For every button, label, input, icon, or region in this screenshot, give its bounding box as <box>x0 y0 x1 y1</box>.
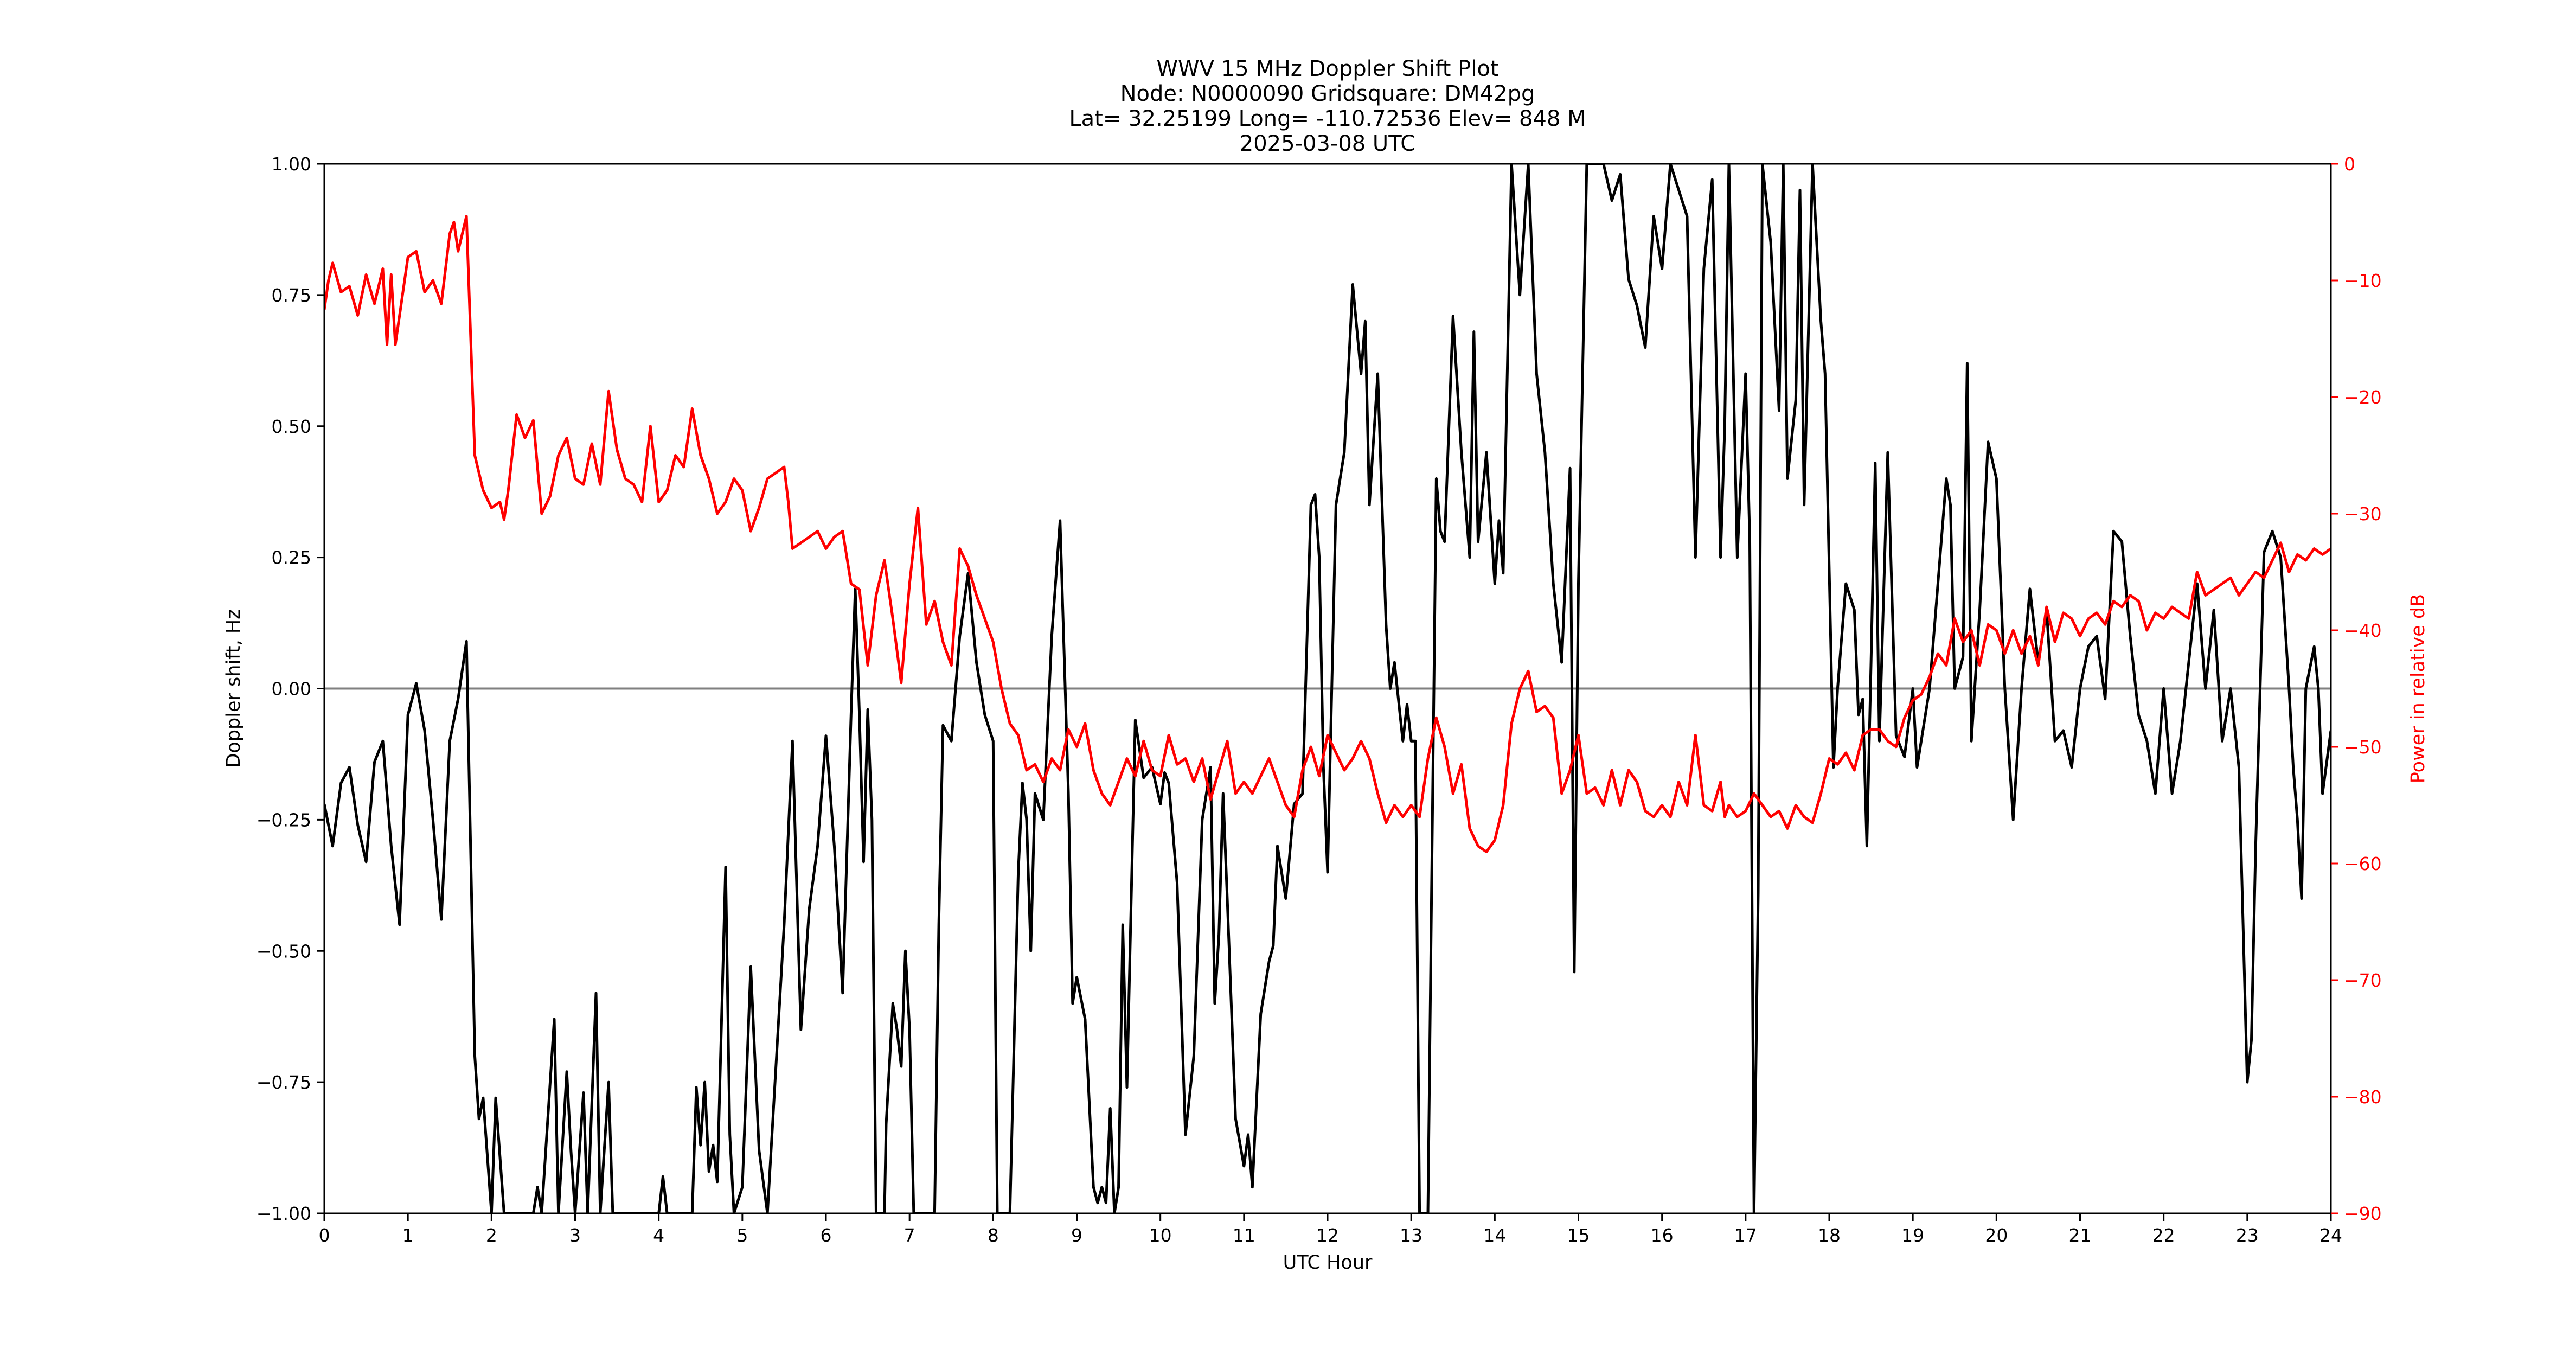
x-tick-label: 22 <box>2152 1225 2175 1246</box>
x-tick-label: 23 <box>2236 1225 2259 1246</box>
x-tick-label: 9 <box>1071 1225 1082 1246</box>
y-left-tick-label: −0.75 <box>257 1072 311 1093</box>
y-axis-left-label: Doppler shift, Hz <box>223 609 245 767</box>
x-tick-label: 11 <box>1233 1225 1255 1246</box>
x-axis-ticks: 0 1 2 3 4 5 6 7 8 9 10 11 12 13 14 15 16 17 18 19 20 21 22 23 24 <box>319 1213 2342 1246</box>
y-left-tick-label: 0.75 <box>272 285 311 306</box>
x-tick-label: 14 <box>1483 1225 1506 1246</box>
y-left-tick-label: −0.50 <box>257 941 311 962</box>
y-axis-right-label: Power in relative dB <box>2407 594 2429 783</box>
title-line-1: Node: N0000090 Gridsquare: DM42pg <box>1120 81 1535 106</box>
y-left-tick-label: 1.00 <box>272 153 311 175</box>
y-right-tick-label: −60 <box>2344 853 2382 874</box>
x-tick-label: 6 <box>821 1225 832 1246</box>
title-line-3: 2025-03-08 UTC <box>1240 131 1415 156</box>
x-tick-label: 15 <box>1567 1225 1590 1246</box>
title-line-2: Lat= 32.25199 Long= -110.72536 Elev= 848… <box>1069 106 1586 131</box>
x-tick-label: 20 <box>1985 1225 2008 1246</box>
y-left-tick-label: 0.50 <box>272 416 311 437</box>
y-axis-right-ticks: 0 −10 −20 −30 −40 −50 −60 −70 −80 −90 <box>2331 153 2382 1224</box>
y-right-tick-label: −50 <box>2344 737 2382 758</box>
x-tick-label: 13 <box>1400 1225 1422 1246</box>
x-tick-label: 5 <box>736 1225 748 1246</box>
y-left-tick-label: −1.00 <box>257 1203 311 1224</box>
y-right-tick-label: −30 <box>2344 503 2382 525</box>
x-tick-label: 12 <box>1316 1225 1339 1246</box>
y-right-tick-label: −10 <box>2344 270 2382 291</box>
x-tick-label: 16 <box>1651 1225 1674 1246</box>
x-tick-label: 18 <box>1818 1225 1841 1246</box>
x-tick-label: 17 <box>1734 1225 1757 1246</box>
x-tick-label: 24 <box>2319 1225 2342 1246</box>
x-tick-label: 2 <box>486 1225 497 1246</box>
x-tick-label: 3 <box>569 1225 581 1246</box>
x-tick-label: 0 <box>319 1225 330 1246</box>
y-right-tick-label: 0 <box>2344 153 2355 175</box>
series-lines <box>324 164 2331 1213</box>
y-left-tick-label: −0.25 <box>257 809 311 830</box>
y-right-tick-label: −20 <box>2344 387 2382 408</box>
title-line-0: WWV 15 MHz Doppler Shift Plot <box>1156 56 1498 81</box>
y-left-tick-label: 0.25 <box>272 547 311 568</box>
y-left-tick-label: 0.00 <box>272 679 311 700</box>
power-series-line <box>324 215 2331 853</box>
x-tick-label: 7 <box>904 1225 915 1246</box>
x-tick-label: 21 <box>2069 1225 2092 1246</box>
y-right-tick-label: −90 <box>2344 1203 2382 1224</box>
y-right-tick-label: −40 <box>2344 620 2382 641</box>
x-tick-label: 19 <box>1901 1225 1924 1246</box>
x-tick-label: 8 <box>988 1225 999 1246</box>
x-tick-label: 1 <box>402 1225 414 1246</box>
y-right-tick-label: −80 <box>2344 1086 2382 1108</box>
doppler-series-line <box>324 164 2331 1213</box>
y-axis-left-ticks: 1.00 0.75 0.50 0.25 0.00 −0.25 −0.50 −0.75 −1.00 <box>257 153 324 1224</box>
x-tick-label: 10 <box>1149 1225 1172 1246</box>
x-tick-label: 4 <box>653 1225 664 1246</box>
y-right-tick-label: −70 <box>2344 970 2382 991</box>
x-axis-label: UTC Hour <box>1283 1252 1373 1274</box>
